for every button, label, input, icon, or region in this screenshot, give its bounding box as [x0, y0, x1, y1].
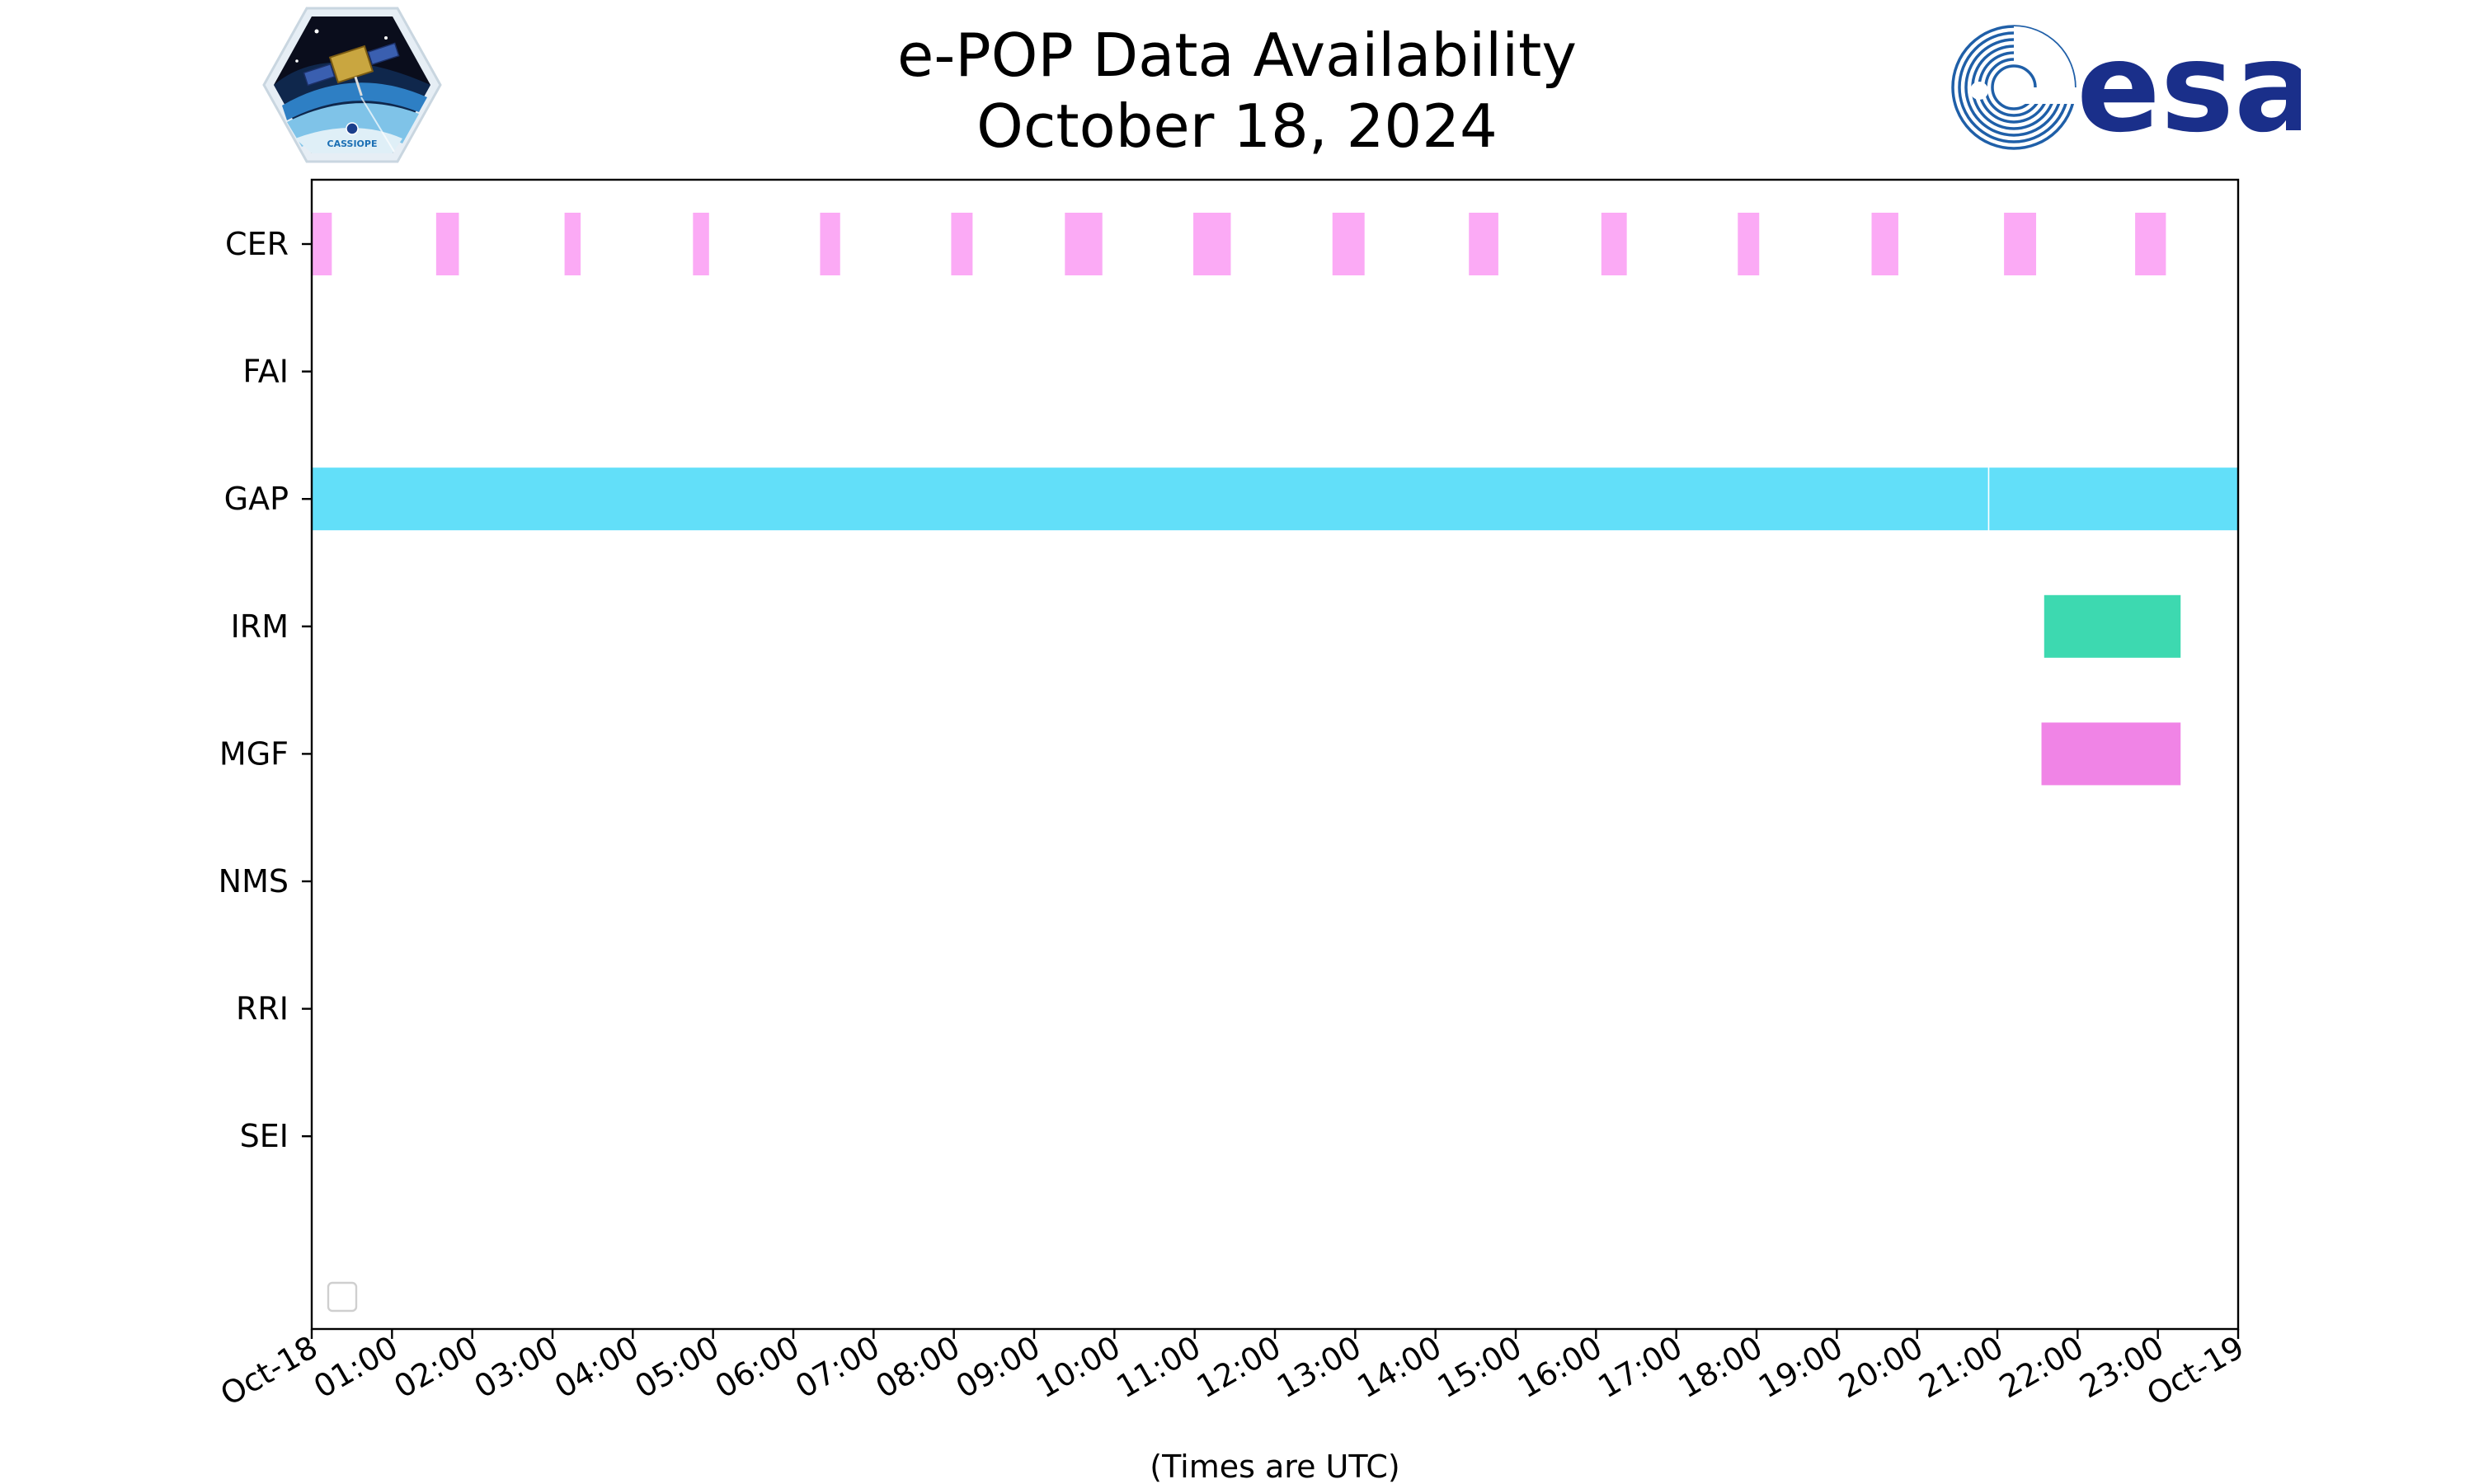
esa-logo-text: esa [2077, 21, 2301, 153]
cassiope-logo: CASSIOPE [262, 7, 442, 163]
y-tick-label-irm: IRM [231, 608, 289, 645]
x-tick-label-14: 14:00 [1351, 1329, 1447, 1406]
bar-cer-4 [820, 213, 840, 275]
plot-frame [310, 178, 2240, 1331]
bar-cer-10 [1601, 213, 1627, 275]
y-tick-label-sei: SEI [240, 1118, 289, 1154]
x-tick-label-15: 15:00 [1432, 1329, 1528, 1406]
y-tick-label-fai: FAI [242, 354, 289, 390]
x-tick-label-13: 13:00 [1271, 1329, 1367, 1406]
bar-gap-1 [1989, 467, 2238, 531]
x-tick-label-9: 09:00 [950, 1329, 1047, 1406]
bar-cer-1 [435, 213, 459, 275]
y-tick-label-cer: CER [225, 226, 289, 262]
x-tick-label-8: 08:00 [869, 1329, 966, 1406]
x-axis-label: (Times are UTC) [1150, 1449, 1399, 1484]
bar-cer-12 [1871, 213, 1898, 275]
x-tick-label-21: 21:00 [1913, 1329, 2010, 1406]
x-tick-label-2: 02:00 [388, 1329, 484, 1406]
bar-cer-9 [1469, 213, 1498, 275]
y-tick-label-gap: GAP [224, 481, 289, 517]
x-tick-label-7: 07:00 [789, 1329, 886, 1406]
x-tick-label-17: 17:00 [1592, 1329, 1688, 1406]
x-tick-label-10: 10:00 [1030, 1329, 1126, 1406]
x-tick-label-18: 18:00 [1672, 1329, 1769, 1406]
x-tick-label-20: 20:00 [1832, 1329, 1929, 1406]
esa-logo: esa [1951, 21, 2301, 153]
x-tick-label-12: 12:00 [1191, 1329, 1287, 1406]
y-tick-label-mgf: MGF [219, 735, 289, 772]
bar-cer-2 [564, 213, 581, 275]
x-tick-label-0: Oct-18 [214, 1329, 324, 1413]
x-tick-label-19: 19:00 [1752, 1329, 1849, 1406]
bar-cer-5 [951, 213, 973, 275]
x-tick-label-3: 03:00 [468, 1329, 565, 1406]
cassiope-logo-text: CASSIOPE [327, 139, 378, 149]
x-tick-label-1: 01:00 [308, 1329, 404, 1406]
x-tick-label-6: 06:00 [709, 1329, 806, 1406]
bar-gap-0 [312, 467, 1988, 531]
bar-mgf-0 [2041, 722, 2181, 786]
legend-box [327, 1281, 358, 1313]
chart-title: e-POP Data Availability [897, 21, 1577, 90]
axes-layer: CER FAI GAP IRM MGF NMS RRI SEI Oct-1801:0002:00… [214, 178, 2251, 1484]
bar-cer-14 [2135, 213, 2166, 275]
x-tick-label-4: 04:00 [548, 1329, 645, 1406]
bar-irm-0 [2044, 594, 2181, 658]
y-tick-label-nms: NMS [219, 863, 289, 899]
bar-cer-8 [1332, 213, 1365, 275]
bar-cer-3 [693, 213, 709, 275]
x-tick-label-22: 22:00 [1993, 1329, 2090, 1406]
bar-cer-13 [2004, 213, 2037, 275]
bar-cer-11 [1738, 213, 1760, 275]
bars-layer [312, 213, 2238, 786]
chart-subtitle: October 18, 2024 [976, 92, 1498, 161]
x-tick-label-5: 05:00 [628, 1329, 725, 1406]
bar-cer-0 [312, 213, 332, 275]
bar-cer-7 [1193, 213, 1231, 275]
x-tick-label-16: 16:00 [1512, 1329, 1608, 1406]
bar-cer-6 [1065, 213, 1103, 275]
x-tick-label-11: 11:00 [1110, 1329, 1206, 1406]
y-tick-label-rri: RRI [236, 991, 289, 1027]
